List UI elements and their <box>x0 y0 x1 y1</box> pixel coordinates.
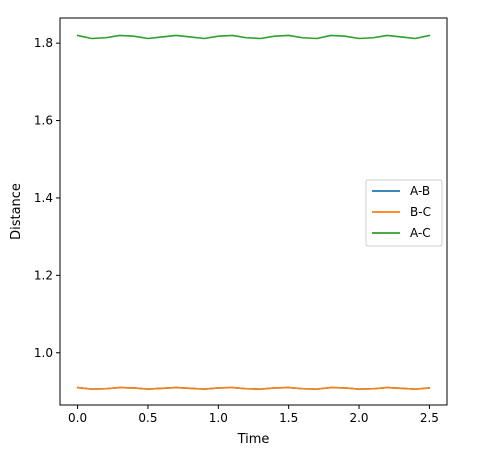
x-tick-label: 2.0 <box>349 411 368 425</box>
y-tick-label: 1.0 <box>34 346 53 360</box>
legend-label-a-c: A-C <box>410 226 431 240</box>
y-axis-title: Distance <box>9 183 24 240</box>
legend-label-a-b: A-B <box>410 184 430 198</box>
y-tick-label: 1.6 <box>34 114 53 128</box>
x-axis-ticks: 0.0 0.5 1.0 1.5 2.0 2.5 <box>68 405 439 425</box>
y-axis-ticks: 1.0 1.2 1.4 1.6 1.8 <box>34 36 60 360</box>
plot-frame <box>59 17 448 406</box>
legend-label-b-c: B-C <box>410 205 431 219</box>
legend-box <box>365 179 443 247</box>
x-tick-label: 1.5 <box>279 411 298 425</box>
series-layer <box>76 34 431 390</box>
x-axis-title: Time <box>237 432 270 447</box>
y-tick-label: 1.8 <box>34 36 53 50</box>
x-tick-label: 2.5 <box>420 411 439 425</box>
x-tick-label: 1.0 <box>209 411 228 425</box>
x-tick-label: 0.5 <box>138 411 157 425</box>
y-tick-label: 1.4 <box>34 191 53 205</box>
legend: A-B B-C A-C <box>365 179 443 247</box>
y-tick-label: 1.2 <box>34 268 53 282</box>
series-line-a-c <box>76 34 431 40</box>
x-tick-label: 0.0 <box>68 411 87 425</box>
series-line-b-c <box>76 386 431 390</box>
